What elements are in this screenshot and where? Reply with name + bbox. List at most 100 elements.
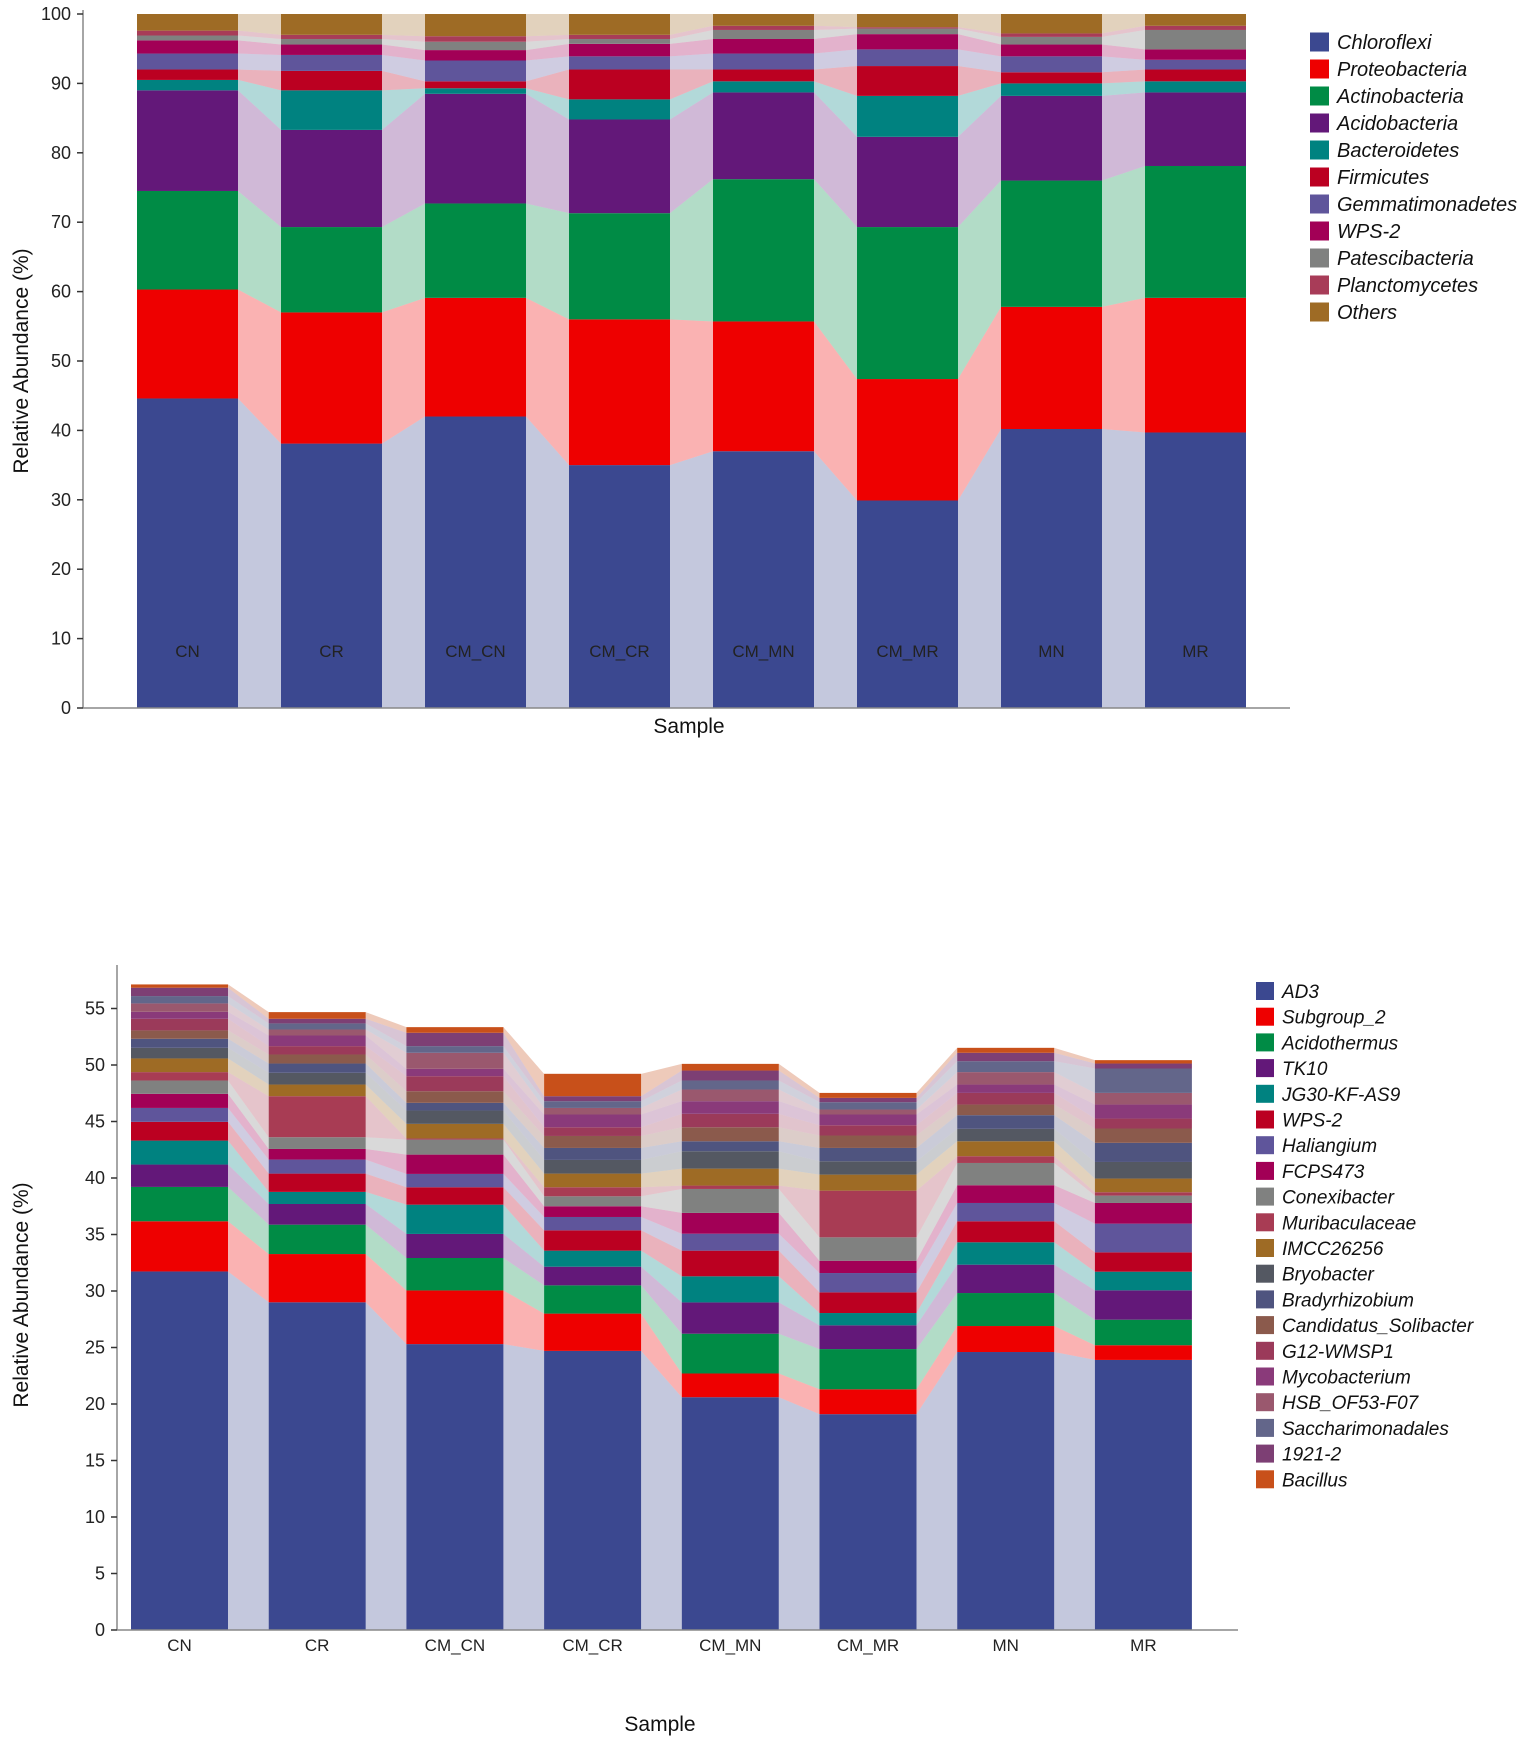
flow-link-muribaculaceae <box>1054 1156 1095 1196</box>
bar-segment-conexibacter-cm-cr <box>544 1196 642 1207</box>
flow-link-imcc26256 <box>1054 1141 1095 1193</box>
legend-swatch <box>1256 1213 1274 1232</box>
legend-label: Others <box>1337 302 1397 324</box>
bar-segment-muribaculaceae-cm-mn <box>681 1185 779 1189</box>
bar-segment-imcc26256-cr <box>268 1084 366 1097</box>
flow-link-bradyrhizobium <box>1054 1115 1095 1162</box>
bar-segment-mycobacterium-cm-cn <box>406 1068 504 1077</box>
flow-link-bradyrhizobium <box>916 1115 958 1162</box>
flow-link-jg30-kf-as9 <box>641 1250 682 1303</box>
flow-link-mycobacterium <box>503 1068 545 1128</box>
bar-segment-proteobacteria-cn <box>137 289 238 399</box>
flow-link-patescibacteria <box>526 38 569 51</box>
bar-segment-acidobacteria-cn <box>137 90 238 191</box>
bar-segment-g12-wmsp1-mr <box>1094 1118 1192 1129</box>
bar-segment-ad3-mn <box>957 1352 1055 1630</box>
x-tick-label: CM_CR <box>589 642 649 661</box>
legend-label: FCPS473 <box>1282 1162 1365 1183</box>
flow-link-subgroup-2 <box>228 1221 269 1303</box>
flow-link-fcps473 <box>1054 1185 1095 1224</box>
bar-segment-hsb-of53-f07-cm-mr <box>819 1109 917 1115</box>
flow-link-proteobacteria <box>958 306 1001 501</box>
bar-segment-tk10-cm-cn <box>406 1233 504 1259</box>
flow-link-planctomycetes <box>670 25 713 39</box>
bar-segment-mycobacterium-cm-cr <box>544 1114 642 1128</box>
flow-link-proteobacteria <box>1102 297 1145 433</box>
legend-swatch <box>1310 32 1329 52</box>
flow-link-hsb-of53-f07 <box>641 1089 682 1115</box>
legend-label: G12-WMSP1 <box>1282 1342 1394 1363</box>
flow-link-imcc26256 <box>365 1084 407 1139</box>
bar-segment-acidothermus-cm-cr <box>544 1285 642 1314</box>
y-tick-label: 60 <box>51 282 71 302</box>
bar-segment-firmicutes-cn <box>137 69 238 80</box>
bar-segment-g12-wmsp1-cn <box>131 1018 228 1031</box>
bar-segment-bradyrhizobium-cr <box>268 1063 366 1073</box>
flow-link-mycobacterium <box>228 1011 269 1047</box>
legend-swatch <box>1256 1367 1274 1386</box>
flow-link-firmicutes <box>382 70 425 91</box>
legend-label: Planctomycetes <box>1337 275 1478 297</box>
bar-segment-acidobacteria-cm-cr <box>569 119 670 214</box>
flow-link-bacillus <box>365 1012 407 1033</box>
bar-segment-tk10-mn <box>957 1264 1055 1294</box>
bar-segment-haliangium-cm-mr <box>819 1273 917 1293</box>
bar-segment-bradyrhizobium-cm-mr <box>819 1147 917 1162</box>
bar-segment-muribaculaceae-mr <box>1094 1192 1192 1196</box>
bar-segment-g12-wmsp1-cm-mr <box>819 1125 917 1136</box>
y-tick-label: 0 <box>95 1620 105 1640</box>
flow-link-fcps473 <box>778 1212 820 1274</box>
flow-link-imcc26256 <box>641 1168 682 1188</box>
legend-label: Acidothermus <box>1281 1033 1399 1054</box>
flow-link-gemmatimonadetes <box>814 49 857 70</box>
bar-segment-haliangium-cm-cr <box>544 1216 642 1231</box>
x-tick-label: CR <box>319 642 344 661</box>
legend-swatch <box>1256 1007 1274 1026</box>
legend-item: Haliangium <box>1256 1136 1377 1157</box>
flow-link-hsb-of53-f07 <box>916 1072 958 1115</box>
flow-link-bacteroidetes <box>382 88 425 130</box>
bar-segment-g12-wmsp1-cm-cr <box>544 1127 642 1136</box>
bar-segment-planctomycetes-mn <box>1001 33 1102 37</box>
bar-segment-planctomycetes-cm-cr <box>569 34 670 39</box>
bar-segment-acidobacteria-cm-cn <box>425 93 526 204</box>
flow-link-tk10 <box>503 1233 545 1286</box>
flow-link-wps-2 <box>228 1121 269 1192</box>
y-tick-label: 40 <box>51 420 71 440</box>
bar-segment-jg30-kf-as9-cm-mr <box>819 1313 917 1326</box>
bar-segment-proteobacteria-mr <box>1145 297 1246 433</box>
legend-label: Bryobacter <box>1282 1265 1375 1286</box>
bar-segment-planctomycetes-cr <box>281 34 382 39</box>
bar-segment-bacillus-cr <box>268 1012 366 1019</box>
flow-link-haliangium <box>916 1202 958 1293</box>
x-axis-title: Sample <box>653 715 724 738</box>
bar-segment-fcps473-cm-cr <box>544 1206 642 1217</box>
flow-link-haliangium <box>228 1107 269 1174</box>
bar-segment-wps-2-mr <box>1094 1252 1192 1272</box>
flow-link-haliangium <box>778 1233 820 1293</box>
flow-link-1921-2 <box>916 1052 958 1103</box>
bar-segment-conexibacter-cm-cn <box>406 1139 504 1155</box>
legend-item: Bacillus <box>1256 1470 1348 1491</box>
flow-link-conexibacter <box>641 1188 682 1213</box>
legend-item: WPS-2 <box>1310 221 1400 243</box>
y-tick-label: 25 <box>85 1338 105 1358</box>
bar-segment-others-mr <box>1145 14 1246 26</box>
legend-item: JG30-KF-AS9 <box>1256 1084 1401 1106</box>
flow-link-actinobacteria <box>1102 165 1145 307</box>
flow-link-bryobacter <box>503 1110 545 1174</box>
legend-item: Muribaculaceae <box>1256 1213 1416 1234</box>
bar-segment-conexibacter-mr <box>1094 1195 1192 1203</box>
flow-link-ad3 <box>365 1302 407 1630</box>
legend-swatch <box>1310 113 1329 133</box>
y-tick-label: 10 <box>85 1507 105 1527</box>
flow-link-conexibacter <box>778 1188 820 1261</box>
flow-link-ad3 <box>778 1397 820 1630</box>
bar-segment-wps-2-cm-cr <box>569 43 670 57</box>
legend-item: FCPS473 <box>1256 1161 1365 1183</box>
flow-link-acidothermus <box>503 1258 545 1314</box>
bar-segment-firmicutes-cm-mr <box>857 66 958 96</box>
bar-segment-firmicutes-cm-mn <box>713 69 814 82</box>
bar-segment-bacteroidetes-cr <box>281 90 382 130</box>
bar-segment-fcps473-cm-mr <box>819 1260 917 1274</box>
